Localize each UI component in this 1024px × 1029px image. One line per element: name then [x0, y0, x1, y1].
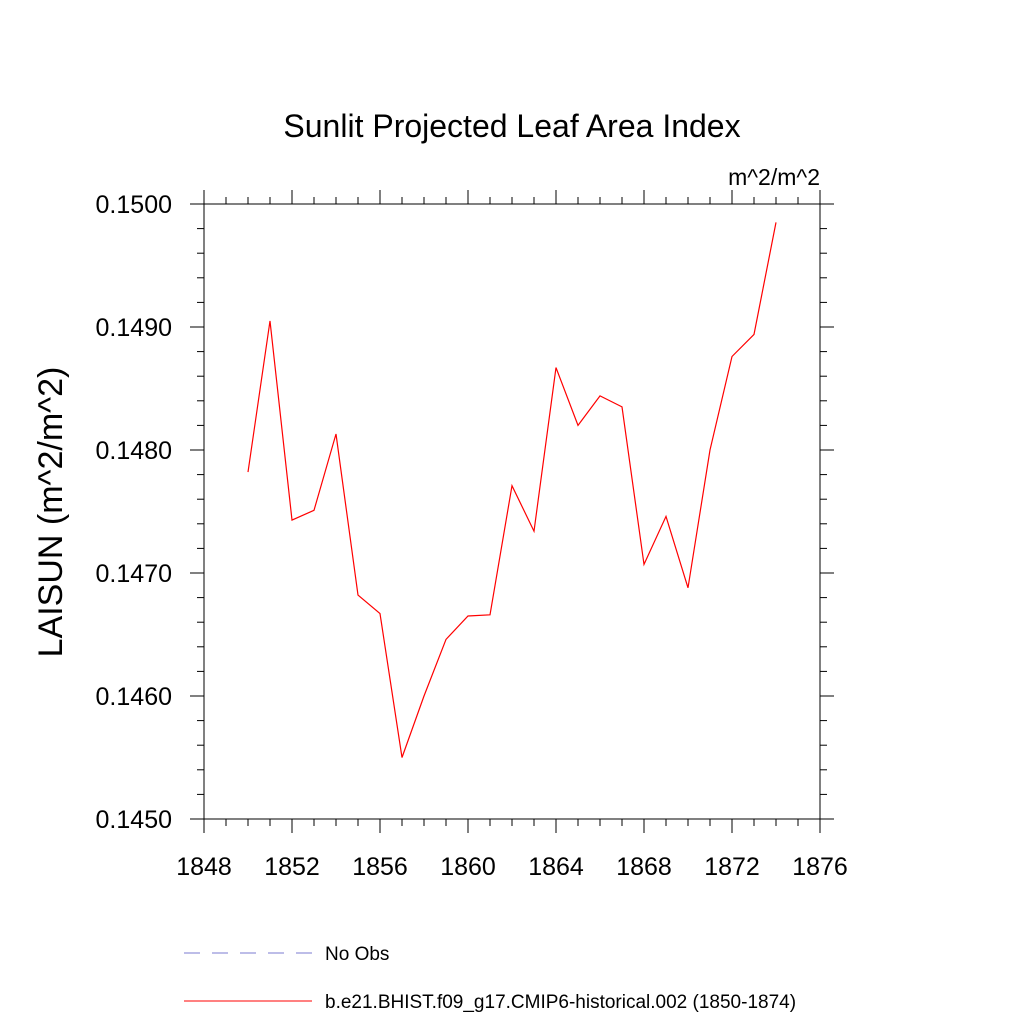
series-line-0 — [247, 222, 777, 758]
legend-label-1: b.e21.BHIST.f09_g17.CMIP6-historical.002… — [325, 992, 796, 1013]
chart-title: Sunlit Projected Leaf Area Index — [283, 108, 740, 144]
legend: No Obs b.e21.BHIST.f09_g17.CMIP6-historic… — [184, 944, 796, 1013]
plot-frame — [203, 203, 821, 820]
units-label: m^2/m^2 — [728, 164, 820, 190]
x-tick-label: 1860 — [440, 853, 496, 881]
y-tick-label: 0.1450 — [96, 806, 172, 834]
x-tick-label: 1852 — [264, 853, 320, 881]
y-tick-label: 0.1470 — [96, 560, 172, 588]
x-tick-label: 1876 — [792, 853, 848, 881]
x-tick-label: 1872 — [704, 853, 760, 881]
series-layer — [247, 222, 777, 758]
y-tick-label: 0.1490 — [96, 314, 172, 342]
y-tick-label: 0.1460 — [96, 683, 172, 711]
y-axis-label: LAISUN (m^2/m^2) — [32, 367, 70, 658]
x-tick-label: 1868 — [616, 853, 672, 881]
y-tick-label: 0.1480 — [96, 437, 172, 465]
axis-ticks: 1848 1852 1856 1860 1864 1868 1872 1876 0.1450 0.… — [96, 190, 848, 881]
y-tick-label: 0.1500 — [96, 191, 172, 219]
x-tick-label: 1864 — [528, 853, 584, 881]
x-tick-label: 1856 — [352, 853, 408, 881]
legend-label-0: No Obs — [325, 944, 389, 965]
x-tick-label: 1848 — [176, 853, 232, 881]
